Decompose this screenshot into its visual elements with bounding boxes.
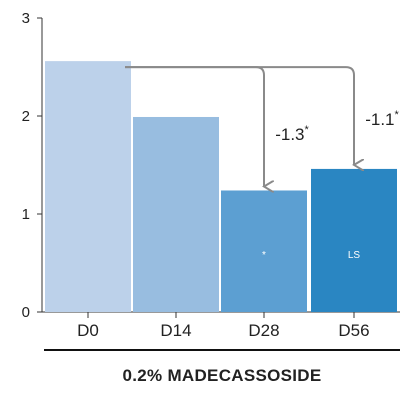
bar-label-d56: LS <box>348 250 361 261</box>
bar-d0 <box>45 61 131 313</box>
bar-label-d28: * <box>262 250 266 261</box>
annotation-label-d56: -1.1* <box>365 109 399 129</box>
x-tick-label-d0: D0 <box>77 321 99 340</box>
x-tick-label-d14: D14 <box>160 321 191 340</box>
y-tick-label: 1 <box>22 206 30 223</box>
annotation-label-d28: -1.3* <box>275 124 309 144</box>
bar-d56 <box>311 168 397 312</box>
y-tick-label: 2 <box>22 108 30 125</box>
annotation-value: -1.1 <box>365 110 394 129</box>
comparison-arrow-d56 <box>125 66 354 165</box>
bar-d28 <box>221 190 307 312</box>
x-axis-title: 0.2% MADECASSOSIDE <box>122 366 321 385</box>
y-tick-label: 0 <box>22 304 30 321</box>
y-tick-label: 3 <box>22 10 30 27</box>
x-tick-label-d56: D56 <box>338 321 369 340</box>
x-tick-label-d28: D28 <box>248 321 279 340</box>
annotation-value: -1.3 <box>275 125 304 144</box>
bar-d14 <box>133 116 219 312</box>
annotation-mark: * <box>305 124 310 136</box>
annotation-mark: * <box>395 109 400 121</box>
